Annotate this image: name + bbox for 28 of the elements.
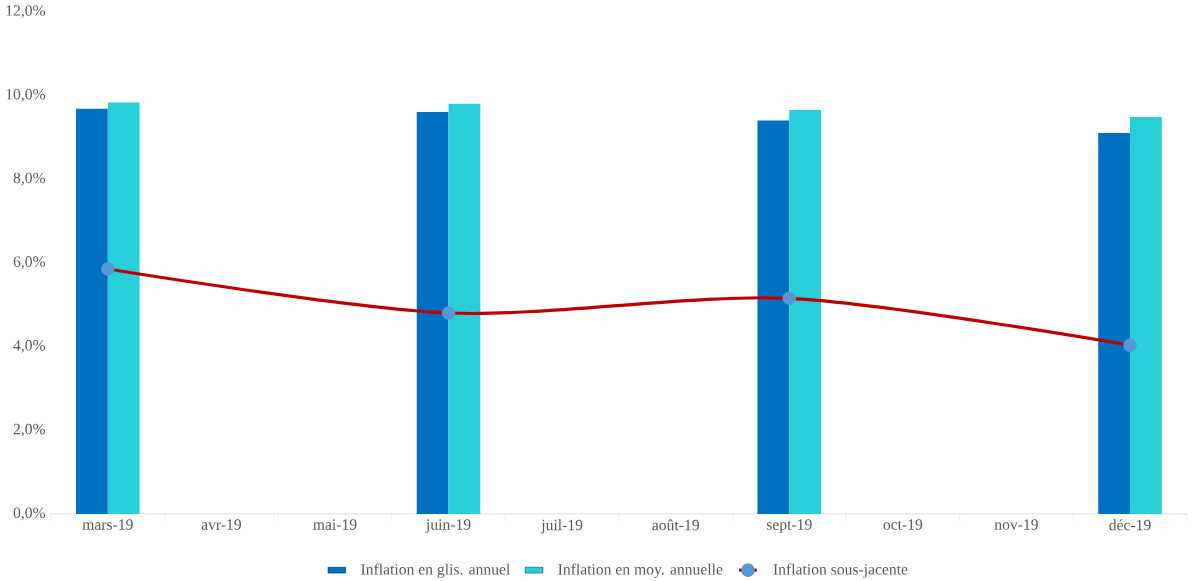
bar bbox=[789, 109, 822, 514]
x-tick-label: avr-19 bbox=[201, 519, 241, 530]
y-tick-label: 4,0% bbox=[13, 340, 46, 353]
bar bbox=[1098, 132, 1131, 514]
y-tick-label: 8,0% bbox=[13, 172, 46, 186]
x-tick-label: juil-19 bbox=[540, 519, 583, 534]
bar bbox=[1130, 117, 1162, 514]
x-tick-label: mars-19 bbox=[82, 519, 133, 530]
x-tick-label: oct-19 bbox=[883, 519, 923, 530]
bar bbox=[416, 112, 449, 514]
y-tick-label: 6,0% bbox=[13, 256, 46, 270]
legend-label: Inflation en glis. annuel bbox=[361, 563, 510, 578]
y-tick-label: 2,0% bbox=[13, 423, 46, 437]
legend-label: Inflation sous-jacente bbox=[773, 563, 908, 578]
x-tick-label: août-19 bbox=[652, 519, 699, 531]
x-tick-label: nov-19 bbox=[994, 519, 1038, 530]
y-tick-label: 10,0% bbox=[6, 88, 46, 102]
legend-label: Inflation en moy. annuelle bbox=[558, 563, 723, 578]
x-tick-label: déc-19 bbox=[1109, 519, 1151, 531]
y-tick-label: 0,0% bbox=[13, 507, 46, 521]
bar bbox=[757, 120, 790, 514]
y-tick-label: 12,0% bbox=[6, 5, 46, 19]
bar bbox=[107, 102, 140, 514]
bar bbox=[75, 108, 108, 514]
bar bbox=[448, 103, 481, 514]
x-tick-label: juin-19 bbox=[425, 519, 471, 533]
x-tick-label: sept-19 bbox=[766, 519, 812, 533]
x-tick-label: mai-19 bbox=[313, 519, 357, 530]
